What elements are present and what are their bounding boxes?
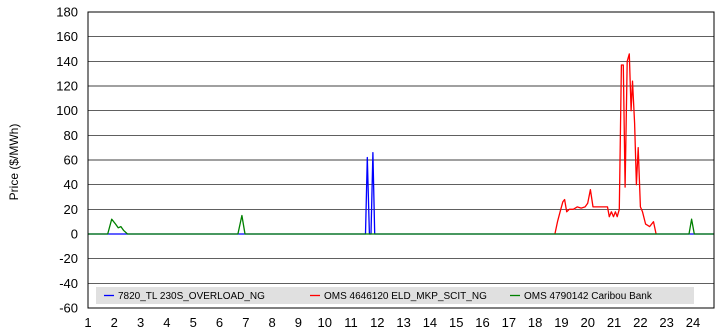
x-tick-label: 6: [216, 315, 223, 330]
y-tick-label: 60: [64, 153, 78, 168]
y-tick-label: -40: [59, 276, 78, 291]
y-tick-label: 160: [56, 29, 78, 44]
x-tick-label: 4: [163, 315, 170, 330]
y-tick-label: 40: [64, 177, 78, 192]
x-tick-label: 3: [137, 315, 144, 330]
x-tick-label: 16: [475, 315, 489, 330]
x-tick-label: 9: [295, 315, 302, 330]
y-tick-label: 100: [56, 103, 78, 118]
legend-label: 7820_TL 230S_OVERLOAD_NG: [118, 291, 265, 302]
plot-frame: [87, 11, 715, 309]
x-tick-label: 5: [190, 315, 197, 330]
y-tick-labels: 180 160 140 120 100 80 60 40 20 0 -20 -40 -60: [56, 5, 78, 316]
x-tick-label: 22: [633, 315, 647, 330]
x-tick-label: 1: [84, 315, 91, 330]
x-tick-label: 21: [607, 315, 621, 330]
x-tick-label: 12: [370, 315, 384, 330]
x-tick-label: 7: [242, 315, 249, 330]
x-tick-label: 14: [423, 315, 437, 330]
series-line-2: [554, 53, 657, 235]
y-tick-label: 180: [56, 5, 78, 20]
y-tick-label: 140: [56, 54, 78, 69]
series-line-3: [88, 214, 714, 235]
x-tick-label: 23: [659, 315, 673, 330]
legend-label: OMS 4646120 ELD_MKP_SCIT_NG: [324, 291, 487, 302]
legend: 7820_TL 230S_OVERLOAD_NG OMS 4646120 ELD_…: [96, 287, 694, 304]
x-tick-label: 11: [344, 315, 358, 330]
x-tick-label: 17: [502, 315, 516, 330]
y-tick-label: 20: [64, 202, 78, 217]
x-tick-label: 24: [686, 315, 700, 330]
legend-box: [96, 287, 694, 304]
y-tick-label: 120: [56, 79, 78, 94]
x-tick-label: 19: [554, 315, 568, 330]
x-tick-label: 18: [528, 315, 542, 330]
y-tick-label: -60: [59, 301, 78, 316]
x-tick-label: 13: [396, 315, 410, 330]
y-tick-label: 0: [71, 227, 78, 242]
x-tick-label: 10: [317, 315, 331, 330]
y-tick-label: 80: [64, 128, 78, 143]
y-tick-label: -20: [59, 251, 78, 266]
x-tick-label: 15: [449, 315, 463, 330]
x-tick-label: 2: [111, 315, 118, 330]
x-tick-label: 8: [269, 315, 276, 330]
y-axis-title: Price ($/MWh): [7, 124, 21, 201]
legend-label: OMS 4790142 Caribou Bank: [524, 291, 653, 302]
series-lines: [88, 53, 714, 235]
x-tick-label: 20: [581, 315, 595, 330]
x-tick-labels: 1 2 3 4 5 6 7 8 9 10 11 12 13 14 15 16 17 18 19 20 21 22 23 24: [84, 315, 700, 330]
